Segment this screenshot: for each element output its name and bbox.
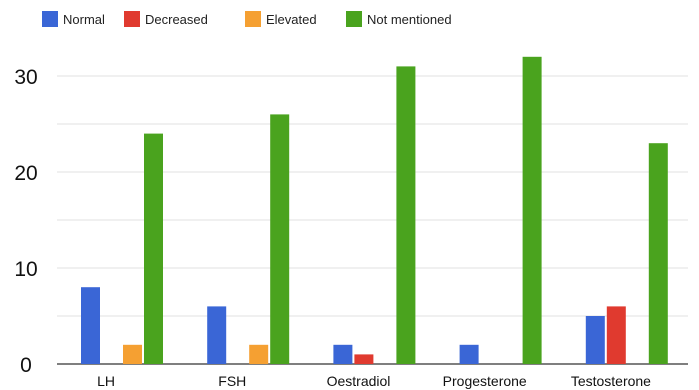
bar-not-mentioned-fsh (270, 114, 290, 365)
x-tick-label: FSH (218, 373, 246, 389)
legend-item-normal: Normal (42, 11, 105, 27)
y-tick-label: 20 (14, 162, 37, 185)
legend-item-decreased: Decreased (124, 11, 208, 27)
bar-decreased-testosterone (606, 306, 626, 364)
y-tick-label: 0 (20, 354, 32, 377)
bar-normal-oestradiol (333, 344, 353, 364)
bar-not-mentioned-testosterone (648, 143, 668, 364)
bar-elevated-lh (123, 344, 142, 364)
legend-label-not-mentioned: Not mentioned (367, 11, 452, 27)
x-tick-label: Progesterone (443, 373, 527, 389)
legend-label-elevated: Elevated (266, 11, 317, 27)
legend-swatch-normal (42, 11, 58, 27)
legend-item-not-mentioned: Not mentioned (346, 11, 452, 27)
bar-normal-progesterone (459, 344, 479, 364)
bar-normal-lh (81, 287, 100, 364)
legend-label-normal: Normal (63, 11, 105, 27)
x-tick-label: Oestradiol (327, 373, 391, 389)
bar-not-mentioned-oestradiol (396, 66, 416, 365)
bar-normal-testosterone (585, 316, 605, 364)
legend-item-elevated: Elevated (245, 11, 317, 27)
x-tick-label: LH (97, 373, 115, 389)
bar-not-mentioned-progesterone (522, 56, 542, 365)
y-tick-label: 30 (14, 66, 37, 89)
x-tick-label: Testosterone (571, 373, 651, 389)
bar-decreased-oestradiol (354, 354, 374, 364)
legend-swatch-not-mentioned (346, 11, 362, 27)
y-tick-label: 10 (14, 258, 37, 281)
bar-normal-fsh (207, 306, 227, 364)
legend-swatch-decreased (124, 11, 140, 27)
bar-not-mentioned-lh (144, 133, 163, 364)
legend-swatch-elevated (245, 11, 261, 27)
bar-elevated-fsh (249, 344, 269, 364)
legend: Normal Decreased Elevated Not mentioned (0, 11, 699, 33)
legend-label-decreased: Decreased (145, 11, 208, 27)
